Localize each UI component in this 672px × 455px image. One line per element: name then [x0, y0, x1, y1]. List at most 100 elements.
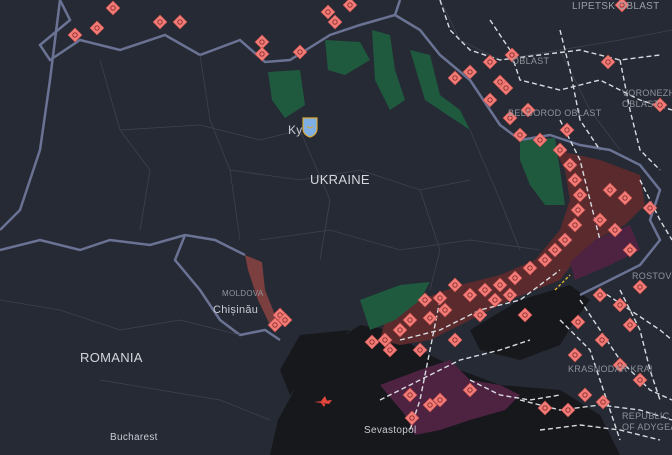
explosion-diamond-icon[interactable]	[614, 0, 630, 13]
explosion-diamond-icon[interactable]	[570, 202, 586, 218]
explosion-diamond-icon[interactable]	[617, 190, 633, 206]
occupied-east	[570, 225, 640, 280]
explosion-diamond-icon[interactable]	[572, 187, 588, 203]
explosion-diamond-icon[interactable]	[594, 332, 610, 348]
label-romania: ROMANIA	[80, 350, 143, 365]
explosion-diamond-icon[interactable]	[292, 44, 308, 60]
explosion-diamond-icon[interactable]	[502, 287, 518, 303]
explosion-diamond-icon[interactable]	[612, 297, 628, 313]
label-chisinau: Chișinău	[213, 304, 259, 316]
explosion-diamond-icon[interactable]	[152, 14, 168, 30]
explosion-diamond-icon[interactable]	[560, 402, 576, 418]
explosion-diamond-icon[interactable]	[642, 200, 658, 216]
explosion-diamond-icon[interactable]	[522, 260, 538, 276]
explosion-diamond-icon[interactable]	[547, 242, 563, 258]
explosion-diamond-icon[interactable]	[652, 97, 668, 113]
explosion-diamond-icon[interactable]	[402, 387, 418, 403]
explosion-diamond-icon[interactable]	[382, 342, 398, 358]
explosion-diamond-icon[interactable]	[482, 92, 498, 108]
explosion-diamond-icon[interactable]	[472, 307, 488, 323]
explosion-diamond-icon[interactable]	[567, 217, 583, 233]
liberated-north	[268, 30, 470, 130]
explosion-diamond-icon[interactable]	[600, 54, 616, 70]
explosion-diamond-icon[interactable]	[462, 382, 478, 398]
explosion-diamond-icon[interactable]	[537, 252, 553, 268]
explosion-diamond-icon[interactable]	[552, 142, 568, 158]
explosion-diamond-icon[interactable]	[432, 290, 448, 306]
explosion-diamond-icon[interactable]	[632, 279, 648, 295]
explosion-diamond-icon[interactable]	[487, 292, 503, 308]
explosion-diamond-icon[interactable]	[320, 4, 336, 20]
explosion-diamond-icon[interactable]	[105, 0, 121, 16]
explosion-diamond-icon[interactable]	[447, 277, 463, 293]
explosion-diamond-icon[interactable]	[570, 314, 586, 330]
explosion-diamond-icon[interactable]	[462, 287, 478, 303]
explosion-diamond-icon[interactable]	[404, 410, 420, 426]
explosion-diamond-icon[interactable]	[477, 282, 493, 298]
explosion-diamond-icon[interactable]	[504, 47, 520, 63]
sea-of-azov	[470, 285, 590, 360]
explosion-diamond-icon[interactable]	[577, 387, 593, 403]
label-belgorod-oblast: BELGOROD OBLAST	[508, 108, 602, 118]
explosion-diamond-icon[interactable]	[392, 322, 408, 338]
explosion-diamond-icon[interactable]	[595, 394, 611, 410]
explosion-diamond-icon[interactable]	[512, 127, 528, 143]
admin-borders	[0, 0, 672, 421]
explosion-diamond-icon[interactable]	[447, 70, 463, 86]
explosion-diamond-icon[interactable]	[254, 46, 270, 62]
explosion-diamond-icon[interactable]	[557, 232, 573, 248]
explosion-diamond-icon[interactable]	[342, 0, 358, 13]
explosion-diamond-icon[interactable]	[432, 392, 448, 408]
explosion-diamond-icon[interactable]	[447, 332, 463, 348]
explosion-diamond-icon[interactable]	[277, 312, 293, 328]
explosion-diamond-icon[interactable]	[537, 400, 553, 416]
label-bucharest: Bucharest	[110, 432, 158, 443]
explosion-diamond-icon[interactable]	[417, 292, 433, 308]
explosion-diamond-icon[interactable]	[507, 270, 523, 286]
label-voronezh-oblast: VORONEZH OBLAST	[622, 88, 672, 109]
explosion-diamond-icon[interactable]	[402, 312, 418, 328]
label-sevastopol: Sevastopol	[364, 425, 417, 436]
explosion-diamond-icon[interactable]	[89, 20, 105, 36]
explosion-diamond-icon[interactable]	[602, 182, 618, 198]
liberated-kherson	[360, 282, 430, 330]
explosion-diamond-icon[interactable]	[377, 332, 393, 348]
transnistria	[245, 255, 282, 325]
markers-layer	[67, 0, 668, 426]
explosion-diamond-icon[interactable]	[422, 397, 438, 413]
explosion-diamond-icon[interactable]	[567, 347, 583, 363]
explosion-diamond-icon[interactable]	[622, 317, 638, 333]
explosion-diamond-icon[interactable]	[498, 80, 514, 96]
explosion-diamond-icon[interactable]	[592, 287, 608, 303]
explosion-diamond-icon[interactable]	[502, 110, 518, 126]
explosion-diamond-icon[interactable]	[607, 222, 623, 238]
explosion-diamond-icon[interactable]	[67, 27, 83, 43]
explosion-diamond-icon[interactable]	[327, 14, 343, 30]
explosion-diamond-icon[interactable]	[482, 54, 498, 70]
explosion-diamond-icon[interactable]	[422, 310, 438, 326]
explosion-diamond-icon[interactable]	[532, 132, 548, 148]
label-kyiv: Ky	[288, 123, 303, 137]
label-rostov-oblast: ROSTOV O	[632, 271, 672, 281]
explosion-diamond-icon[interactable]	[517, 307, 533, 323]
explosion-diamond-icon[interactable]	[172, 14, 188, 30]
kyiv-coat-of-arms-icon[interactable]	[302, 117, 318, 138]
explosion-diamond-icon[interactable]	[437, 302, 453, 318]
explosion-diamond-icon[interactable]	[612, 357, 628, 373]
explosion-diamond-icon[interactable]	[622, 242, 638, 258]
explosion-diamond-icon[interactable]	[462, 64, 478, 80]
country-borders	[0, 0, 662, 342]
explosion-diamond-icon[interactable]	[492, 277, 508, 293]
explosion-diamond-icon[interactable]	[592, 212, 608, 228]
explosion-diamond-icon[interactable]	[632, 372, 648, 388]
explosion-diamond-icon[interactable]	[520, 102, 536, 118]
explosion-diamond-icon[interactable]	[412, 342, 428, 358]
explosion-diamond-icon[interactable]	[567, 172, 583, 188]
explosion-diamond-icon[interactable]	[559, 122, 575, 138]
aircraft-icon[interactable]	[314, 396, 332, 407]
explosion-diamond-icon[interactable]	[267, 317, 283, 333]
explosion-diamond-icon[interactable]	[562, 157, 578, 173]
explosion-diamond-icon[interactable]	[364, 334, 380, 350]
label-republic-of-adygea: REPUBLIC OF ADYGEA	[622, 411, 672, 432]
